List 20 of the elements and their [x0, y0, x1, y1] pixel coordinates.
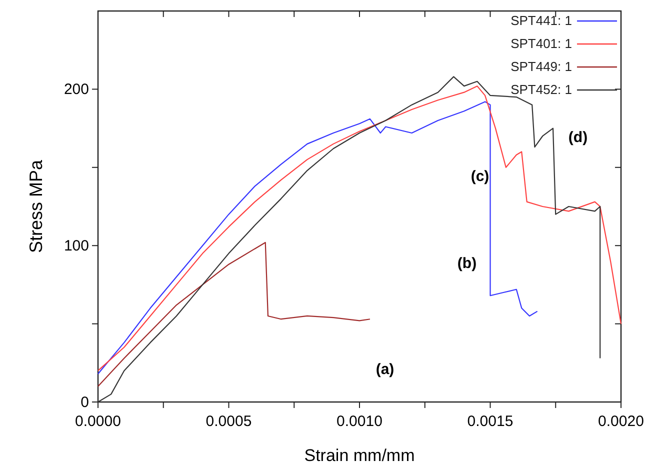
x-tick-label: 0.0000: [75, 413, 121, 430]
y-axis-title: Stress MPa: [26, 159, 46, 254]
x-axis-title: Strain mm/mm: [304, 446, 415, 465]
legend-label: SPT452: 1: [510, 82, 572, 97]
line-series: [97, 242, 371, 387]
x-tick-label: 0.0010: [336, 413, 382, 430]
annotation: (d): [568, 129, 588, 146]
annotation: (a): [376, 361, 394, 378]
line-series: [97, 76, 601, 403]
y-tick-label: 100: [64, 238, 89, 255]
x-tick-label: 0.0005: [206, 413, 252, 430]
y-tick-label: 200: [64, 81, 89, 98]
legend-label: SPT441: 1: [510, 13, 572, 28]
legend-label: SPT449: 1: [510, 59, 572, 74]
y-tick-label: 0: [80, 394, 89, 411]
annotation: (b): [457, 255, 477, 272]
legend-label: SPT401: 1: [510, 36, 572, 51]
x-tick-label: 0.0020: [598, 413, 644, 430]
x-tick-label: 0.0015: [467, 413, 514, 430]
annotation: (c): [470, 168, 490, 185]
